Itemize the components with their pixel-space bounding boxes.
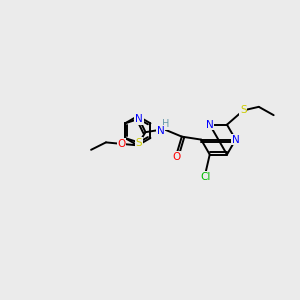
Text: N: N xyxy=(232,135,239,145)
Text: S: S xyxy=(136,138,142,148)
Text: Cl: Cl xyxy=(200,172,211,182)
Text: N: N xyxy=(135,114,143,124)
Text: H: H xyxy=(162,119,169,129)
Text: S: S xyxy=(240,105,247,116)
Text: N: N xyxy=(157,126,164,136)
Text: N: N xyxy=(206,120,214,130)
Text: O: O xyxy=(172,152,181,161)
Text: O: O xyxy=(117,139,125,149)
